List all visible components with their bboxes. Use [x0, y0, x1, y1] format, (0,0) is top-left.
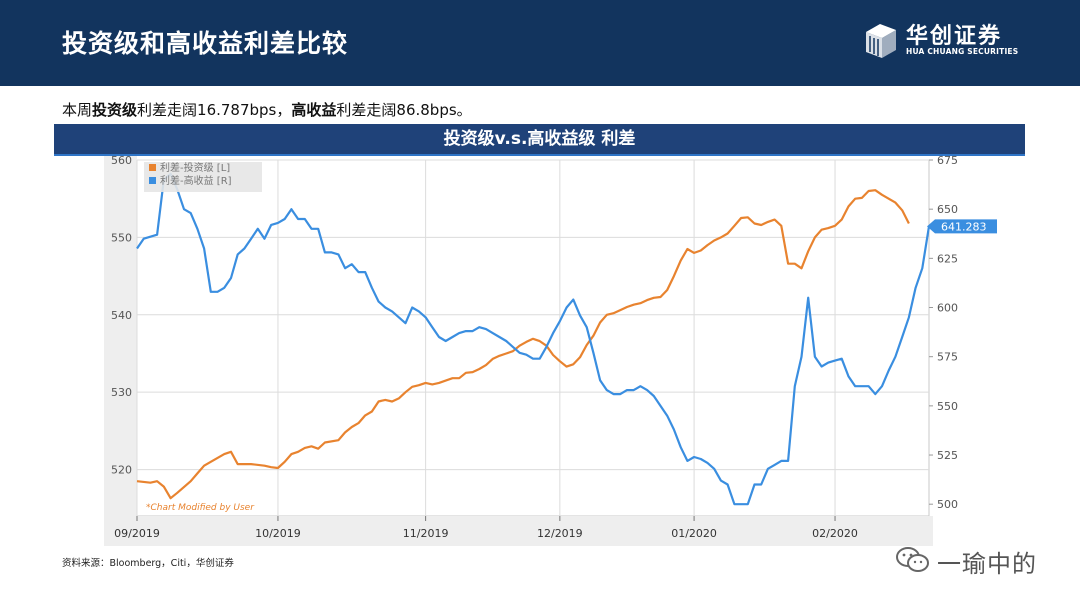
summary-text: 本周投资级利差走阔16.787bps，高收益利差走阔86.8bps。 [62, 99, 472, 120]
summary-part-1: 本周 [62, 101, 93, 119]
chart-title-stripe [54, 154, 1025, 156]
legend-box [144, 162, 262, 192]
left-axis-strip [104, 156, 137, 520]
watermark-text: 一瑜中的 [937, 550, 1037, 578]
x-tick-label: 10/2019 [255, 527, 301, 540]
source-note: 资料来源：Bloomberg，Citi，华创证券 [62, 558, 234, 569]
x-tick-label: 09/2019 [114, 527, 160, 540]
y-right-tick-label: 650 [937, 203, 958, 216]
y-left-tick-label: 520 [111, 464, 132, 477]
y-right-tick-label: 600 [937, 302, 958, 315]
y-right-tick-label: 525 [937, 449, 958, 462]
summary-part-3: 利差走阔86.8bps。 [336, 101, 472, 119]
summary-part-2: 利差走阔16.787bps， [137, 101, 292, 119]
x-tick-label: 11/2019 [403, 527, 449, 540]
page-title: 投资级和高收益利差比较 [62, 29, 349, 58]
x-axis-strip [104, 516, 933, 546]
series-line-hy [136, 172, 931, 506]
legend-label: 利差-投资级 [L] [160, 161, 230, 174]
legend-swatch [149, 177, 156, 184]
last-value-flag [927, 219, 997, 234]
chart-annotation: *Chart Modified by User [146, 503, 255, 513]
logo-cube-icon [866, 24, 896, 58]
last-value-label: 641.283 [941, 220, 987, 233]
wechat-icon [896, 547, 929, 572]
y-right-tick-label: 550 [937, 400, 958, 413]
y-right-tick-label: 500 [937, 498, 958, 511]
spread-chart: 560 550 540 530 520 675 650 625 600 575 550 525 500 0… [104, 156, 997, 546]
x-tick-label: 12/2019 [537, 527, 583, 540]
y-left-tick-label: 530 [111, 386, 132, 399]
logo-text-en: HUA CHUANG SECURITIES [906, 47, 1019, 56]
summary-bold-ig: 投资级 [92, 101, 138, 119]
y-right-tick-label: 675 [937, 156, 958, 167]
logo-text-cn: 华创证券 [906, 24, 1003, 49]
watermark: 一瑜中的 [895, 540, 1055, 580]
y-right-tick-label: 575 [937, 351, 958, 364]
summary-bold-hy: 高收益 [291, 101, 337, 119]
company-logo: 华创证券 HUA CHUANG SECURITIES [862, 18, 1032, 68]
y-right-tick-label: 625 [937, 252, 958, 265]
y-left-tick-label: 560 [111, 156, 132, 167]
chart-title-band: 投资级v.s.高收益级 利差 [54, 124, 1025, 154]
x-tick-label: 02/2020 [812, 527, 858, 540]
header-bar: 投资级和高收益利差比较 华创证券 HUA CHUANG SECURITIES [0, 0, 1080, 86]
legend-label: 利差-高收益 [R] [160, 174, 232, 187]
x-tick-label: 01/2020 [671, 527, 717, 540]
y-left-tick-label: 550 [111, 231, 132, 244]
y-left-tick-label: 540 [111, 309, 132, 322]
legend-swatch [149, 164, 156, 171]
